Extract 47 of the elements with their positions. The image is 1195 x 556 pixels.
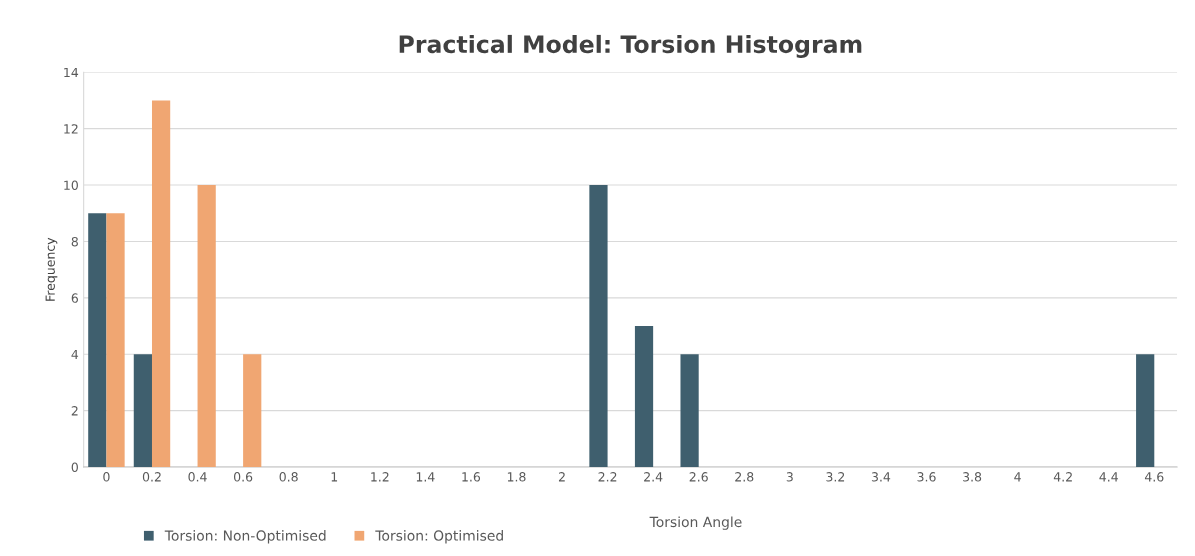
y-tick-label: 12	[64, 124, 78, 134]
x-tick-label: 3	[786, 472, 793, 482]
x-tick-label: 0.8	[279, 472, 298, 482]
x-tick-label: 2.2	[598, 472, 617, 482]
x-tick-label: 2.8	[735, 472, 754, 482]
x-tick-label: 3.2	[826, 472, 845, 482]
bar	[634, 326, 654, 468]
x-tick-label: 1.2	[371, 472, 389, 482]
legend-label: Torsion: Non-Optimised	[164, 530, 326, 544]
legend-label: Torsion: Optimised	[375, 530, 503, 544]
x-tick-label: 4.2	[1053, 472, 1072, 482]
x-tick-label: 2.4	[644, 472, 663, 482]
x-tick-label: 2.6	[689, 472, 708, 482]
x-tick-label: 1	[331, 472, 338, 482]
x-tick-label: 3.6	[917, 472, 936, 482]
x-tick-label: 4.4	[1099, 472, 1118, 482]
y-tick-label: 2	[71, 406, 78, 416]
x-tick-label: 1.8	[507, 472, 526, 482]
bar	[151, 100, 171, 468]
y-axis-title: Frequency	[45, 237, 58, 301]
y-tick-label: 10	[64, 180, 78, 190]
x-tick-label: 3.4	[871, 472, 891, 482]
x-tick-label: 4	[1014, 472, 1021, 482]
bar	[133, 354, 152, 468]
x-axis-title: Torsion Angle	[649, 516, 742, 530]
x-tick-label: 4.6	[1144, 472, 1164, 482]
y-tick-label: 6	[71, 293, 78, 303]
y-tick-label: 8	[71, 236, 78, 247]
bar	[680, 354, 699, 468]
x-tick-label: 0.4	[188, 472, 207, 482]
x-tick-label: 0.2	[142, 472, 161, 482]
x-tick-label: 1.4	[416, 472, 435, 482]
bar	[243, 354, 262, 468]
y-tick-label: 4	[71, 349, 79, 359]
bar	[106, 213, 125, 468]
x-tick-label: 1.6	[462, 472, 481, 482]
bar	[589, 185, 608, 468]
bar	[197, 185, 216, 468]
chart-title: Practical Model: Torsion Histogram	[399, 34, 862, 58]
y-tick-label: 0	[71, 462, 78, 472]
bar	[88, 213, 107, 468]
x-tick-label: 0	[103, 472, 110, 482]
y-tick-label: 14	[64, 67, 79, 78]
x-tick-label: 3.8	[963, 472, 982, 482]
x-tick-label: 2	[558, 472, 565, 482]
x-tick-label: 0.6	[233, 472, 253, 482]
bar	[1136, 354, 1155, 468]
